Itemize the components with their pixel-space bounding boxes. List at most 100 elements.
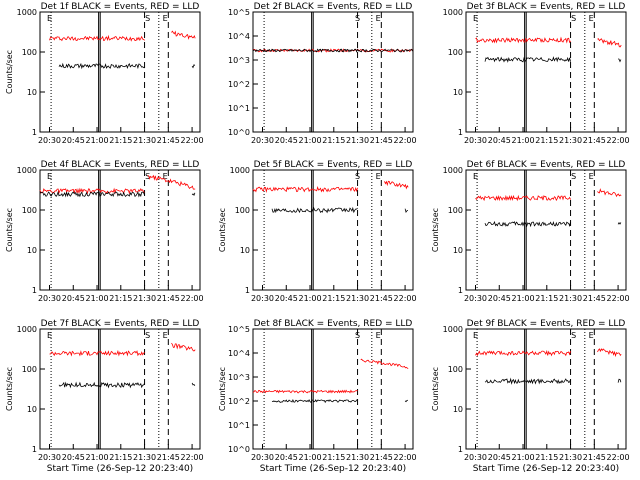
panel-det-1: Det 1f BLACK = Events, RED = LLD 1 10 100 10… xyxy=(5,2,204,145)
x-tick-label: 22:00 xyxy=(394,294,417,303)
x-tick-label: 22:00 xyxy=(607,136,630,145)
series-line-events-black xyxy=(484,377,571,385)
x-tick-label: 21:45 xyxy=(583,294,606,303)
y-tick-label: 1 xyxy=(245,286,250,295)
y-axis-label: Counts/sec xyxy=(431,208,440,252)
y-tick-label: 1000 xyxy=(443,325,463,334)
y-tick-label: 10 xyxy=(27,246,37,255)
y-tick-label: 10 xyxy=(27,405,37,414)
x-tick-label: 21:45 xyxy=(157,136,180,145)
y-tick-label: 100 xyxy=(448,365,463,374)
x-tick-label: 21:30 xyxy=(559,294,582,303)
event-marker-label: S xyxy=(145,172,150,181)
event-marker-label: S xyxy=(571,14,576,23)
x-tick-label: 21:45 xyxy=(370,136,393,145)
event-marker-label: E xyxy=(589,331,594,340)
plot-frame xyxy=(39,169,201,291)
series-line-events-black-post-gap xyxy=(617,221,622,225)
x-tick-label: 21:15 xyxy=(535,453,558,462)
plot-frame xyxy=(252,11,414,133)
x-tick-label: 21:00 xyxy=(85,136,108,145)
x-tick-label: 22:00 xyxy=(607,453,630,462)
x-tick-label: 21:45 xyxy=(583,136,606,145)
event-marker-label: E xyxy=(589,172,594,181)
series-line-lld-red xyxy=(475,349,571,357)
x-tick-label: 21:00 xyxy=(85,294,108,303)
y-tick-label: 10^4 xyxy=(228,349,250,358)
panel-title: Det 3f BLACK = Events, RED = LLD xyxy=(467,2,626,12)
event-marker-label: S xyxy=(145,14,150,23)
event-marker-label: E xyxy=(473,331,478,340)
x-tick-label: 20:30 xyxy=(464,294,487,303)
y-tick-label: 100 xyxy=(22,206,37,215)
y-tick-label: 1 xyxy=(32,128,37,137)
x-tick-label: 20:45 xyxy=(62,136,85,145)
y-axis-label: Counts/sec xyxy=(218,367,227,411)
x-tick-label: 21:15 xyxy=(109,294,132,303)
series-line-lld-red-post-gap xyxy=(360,358,409,369)
x-tick-label: 20:30 xyxy=(251,453,274,462)
y-tick-label: 100 xyxy=(22,48,37,57)
x-tick-label: 21:45 xyxy=(370,294,393,303)
plot-frame xyxy=(465,11,627,133)
y-tick-label: 1000 xyxy=(17,325,37,334)
series-line-events-black xyxy=(58,381,145,389)
panel-det-6: Det 6f BLACK = Events, RED = LLD 1 10 100 10… xyxy=(431,160,630,303)
event-marker-label: E xyxy=(163,172,168,181)
y-tick-label: 10^2 xyxy=(228,80,250,89)
y-tick-label: 10 xyxy=(453,405,463,414)
series-line-lld-red xyxy=(39,187,145,195)
y-tick-label: 1 xyxy=(458,286,463,295)
x-tick-label: 21:30 xyxy=(133,294,156,303)
series-line-events-black-post-gap xyxy=(404,399,408,403)
x-tick-label: 20:45 xyxy=(275,453,298,462)
panel-det-5: Det 5f BLACK = Events, RED = LLD 1 10 100 10… xyxy=(218,160,417,303)
x-tick-label: 20:30 xyxy=(38,136,61,145)
y-tick-label: 100 xyxy=(448,48,463,57)
panel-det-4: Det 4f BLACK = Events, RED = LLD 1 10 100 10… xyxy=(5,160,204,303)
event-marker-label: E xyxy=(47,331,52,340)
event-marker-label: E xyxy=(589,14,594,23)
y-tick-label: 10^3 xyxy=(228,373,250,382)
x-tick-label: 22:00 xyxy=(181,453,204,462)
y-tick-label: 1 xyxy=(32,286,37,295)
x-tick-label: 21:45 xyxy=(157,453,180,462)
x-tick-label: 21:15 xyxy=(322,453,345,462)
x-tick-label: 20:30 xyxy=(38,294,61,303)
y-tick-label: 10 xyxy=(453,246,463,255)
series-line-lld-red xyxy=(49,349,145,357)
x-tick-label: 20:30 xyxy=(38,453,61,462)
y-tick-label: 10^0 xyxy=(228,128,250,137)
series-line-lld-red-post-gap xyxy=(171,342,196,352)
series-line-lld-red xyxy=(475,194,571,202)
event-marker-label: E xyxy=(163,331,168,340)
x-tick-label: 22:00 xyxy=(607,294,630,303)
y-axis-label: Counts/sec xyxy=(5,50,14,94)
x-axis-label: Start Time (26-Sep-12 20:23:40) xyxy=(47,464,193,474)
y-axis-label: Counts/sec xyxy=(431,367,440,411)
panel-title: Det 2f BLACK = Events, RED = LLD xyxy=(254,2,413,12)
x-tick-label: 20:45 xyxy=(62,294,85,303)
panel-title: Det 8f BLACK = Events, RED = LLD xyxy=(254,319,413,329)
plot-frame xyxy=(465,169,627,291)
plot-frame xyxy=(252,328,414,450)
plot-frame xyxy=(252,169,414,291)
y-tick-label: 100 xyxy=(22,365,37,374)
y-tick-label: 100 xyxy=(235,206,250,215)
y-tick-label: 1000 xyxy=(17,8,37,17)
x-tick-label: 21:30 xyxy=(346,294,369,303)
x-tick-label: 22:00 xyxy=(394,453,417,462)
x-axis-label: Start Time (26-Sep-12 20:23:40) xyxy=(260,464,406,474)
panel-title: Det 9f BLACK = Events, RED = LLD xyxy=(467,319,626,329)
series-line-events-black-post-gap xyxy=(191,64,196,69)
x-tick-label: 21:15 xyxy=(109,453,132,462)
series-line-events-black-post-gap xyxy=(191,382,196,386)
panel-det-8: Det 8f BLACK = Events, RED = LLD 10^0 10^1… xyxy=(218,319,417,474)
panel-title: Det 4f BLACK = Events, RED = LLD xyxy=(41,160,200,170)
event-marker-label: E xyxy=(163,14,168,23)
y-tick-label: 10^5 xyxy=(228,8,250,17)
x-tick-label: 21:00 xyxy=(85,453,108,462)
panel-title: Det 5f BLACK = Events, RED = LLD xyxy=(254,160,413,170)
event-marker-label: E xyxy=(473,14,478,23)
